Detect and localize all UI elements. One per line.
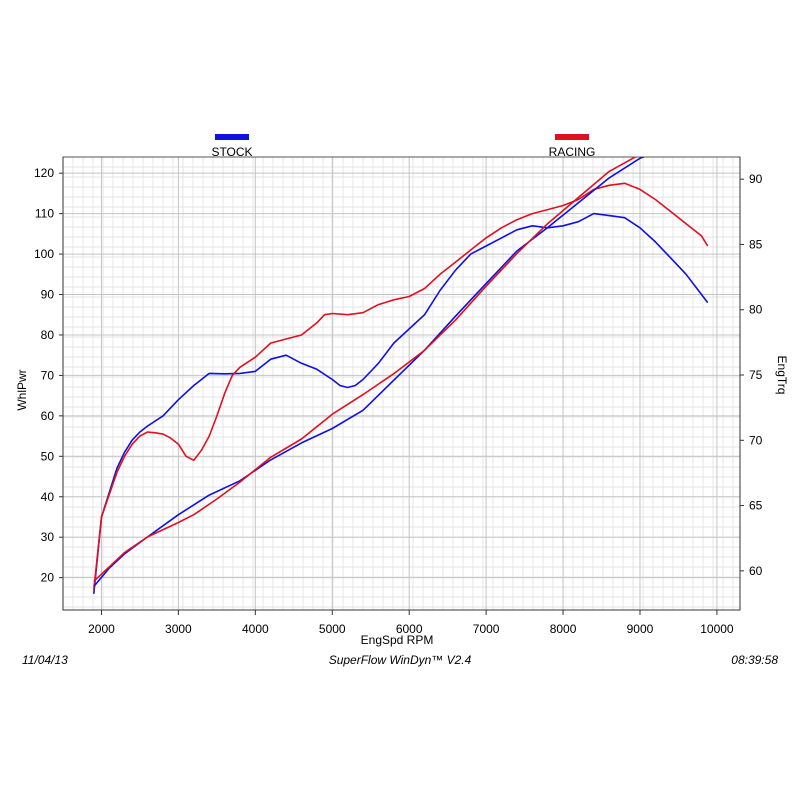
y-left-tick-label: 120: [34, 166, 54, 180]
footer-date: 11/04/13: [22, 653, 68, 667]
y-left-tick-label: 20: [41, 571, 55, 585]
minor-gridlines: [62, 156, 740, 610]
footer-software: SuperFlow WinDyn™ V2.4: [328, 653, 472, 667]
x-tick-label: 3000: [165, 622, 192, 636]
y-right-tick-label: 60: [749, 564, 763, 578]
legend-label-stock: STOCK: [211, 145, 252, 159]
y-right-tick-label: 65: [749, 499, 763, 513]
y-left-tick-label: 100: [34, 247, 54, 261]
axes: 2000 3000 4000 5000 6000 7000 8000 9000 10000 20 3…: [34, 157, 763, 636]
footer-time: 08:39:58: [731, 653, 778, 667]
y-left-tick-label: 30: [41, 530, 55, 544]
y-left-tick-label: 90: [41, 288, 55, 302]
legend-swatch-racing: [555, 134, 589, 140]
x-tick-label: 8000: [550, 622, 577, 636]
x-tick-label: 7000: [473, 622, 500, 636]
x-tick-label: 6000: [396, 622, 423, 636]
y-left-tick-label: 110: [35, 207, 54, 221]
y-right-tick-label: 75: [749, 368, 763, 382]
legend-swatch-stock: [215, 134, 249, 140]
major-gridlines: [63, 157, 740, 610]
series-layer: [93, 157, 709, 594]
y-left-tick-label: 80: [41, 328, 55, 342]
series-line-stock-whlpwr: [93, 212, 709, 594]
x-tick-label: 10000: [700, 622, 734, 636]
x-tick-label: 9000: [627, 622, 654, 636]
x-tick-label: 4000: [242, 622, 269, 636]
series-line-racing-engtrq: [93, 157, 637, 582]
x-tick-label: 5000: [319, 622, 346, 636]
y-left-tick-label: 60: [41, 409, 55, 423]
legend-label-racing: RACING: [549, 145, 596, 159]
y-right-tick-label: 80: [749, 303, 763, 317]
x-axis-label: EngSpd RPM: [361, 633, 434, 647]
y-right-tick-label: 90: [749, 172, 763, 186]
y-axis-right-label: EngTrq: [775, 356, 789, 395]
legend: STOCK RACING: [211, 134, 595, 159]
y-left-tick-label: 50: [41, 449, 55, 463]
y-right-tick-label: 85: [749, 237, 763, 251]
x-tick-label: 2000: [88, 622, 115, 636]
y-axis-left-label: WhlPwr: [15, 369, 29, 410]
y-right-tick-label: 70: [749, 433, 763, 447]
series-line-racing-whlpwr: [93, 182, 709, 590]
y-left-tick-label: 70: [41, 368, 55, 382]
plot-frame: [62, 156, 741, 611]
y-left-tick-label: 40: [41, 490, 55, 504]
series-line-stock-engtrq: [93, 157, 646, 588]
